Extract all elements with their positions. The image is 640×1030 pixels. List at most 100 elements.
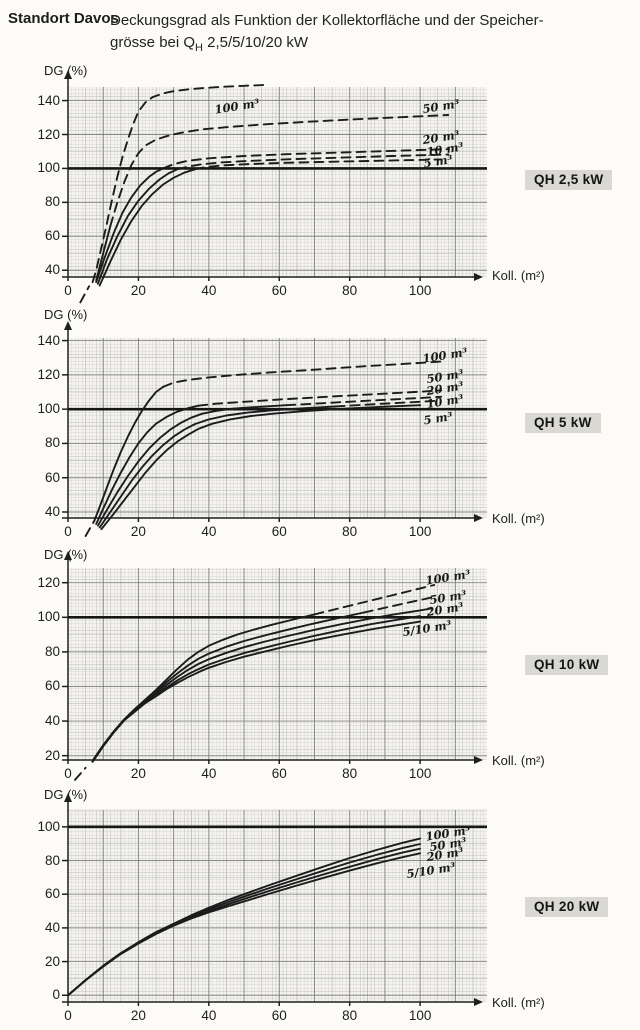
y-axis-title: DG (%)	[44, 307, 88, 322]
axis-arrow-icon	[474, 756, 483, 764]
y-tick-label: 20	[44, 747, 60, 763]
series-path	[334, 399, 436, 408]
x-tick-label: 60	[271, 524, 287, 539]
y-tick-label: 60	[44, 469, 60, 485]
y-tick-label: 40	[44, 262, 60, 278]
x-tick-label: 60	[271, 766, 287, 781]
x-tick-label: 40	[201, 524, 217, 539]
axis-arrow-icon	[64, 321, 72, 330]
y-tick-label: 80	[44, 435, 60, 451]
series-path	[96, 168, 179, 285]
x-tick-label: 40	[201, 766, 217, 781]
site-label: Standort Davos	[8, 10, 119, 27]
x-tick-label: 0	[64, 766, 72, 781]
x-axis-title: Koll. (m²)	[492, 753, 545, 768]
x-tick-label: 40	[201, 1008, 217, 1023]
y-tick-label: 40	[44, 504, 60, 519]
y-tick-label: 40	[44, 919, 60, 935]
x-tick-label: 0	[64, 1008, 72, 1023]
y-tick-label: 100	[37, 401, 60, 417]
y-tick-label: 80	[44, 852, 60, 868]
x-tick-label: 40	[201, 283, 217, 298]
y-tick-label: 80	[44, 194, 60, 210]
y-tick-label: 140	[37, 92, 60, 108]
y-tick-label: 60	[44, 228, 60, 244]
x-tick-label: 80	[342, 283, 358, 298]
y-tick-label: 100	[37, 818, 60, 834]
page-title: Deckungsgrad als Funktion der Kollektorf…	[110, 10, 635, 59]
y-tick-label: 20	[44, 953, 60, 969]
qh-badge: QH 2,5 kW	[525, 170, 613, 190]
grid-paper	[68, 87, 487, 277]
series-path	[362, 595, 436, 614]
qh-badge: QH 10 kW	[525, 655, 609, 675]
x-tick-label: 20	[130, 1008, 146, 1023]
series-path	[95, 404, 200, 525]
x-axis-title: Koll. (m²)	[492, 995, 545, 1010]
axis-arrow-icon	[474, 273, 483, 281]
series-path	[162, 360, 443, 388]
y-tick-label: 80	[44, 643, 60, 659]
series-path	[95, 225, 112, 282]
below-axis-tail	[84, 519, 96, 537]
axis-arrow-icon	[474, 514, 483, 522]
x-tick-label: 100	[408, 1008, 432, 1023]
x-axis-title: Koll. (m²)	[492, 511, 545, 526]
y-tick-label: 120	[37, 366, 60, 382]
series-path	[96, 404, 288, 527]
axis-arrow-icon	[64, 70, 72, 79]
x-tick-label: 0	[64, 524, 72, 539]
series-path	[100, 404, 422, 531]
x-axis-title: Koll. (m²)	[492, 268, 545, 283]
qh-subscript: H	[195, 42, 203, 54]
axis-arrow-icon	[64, 793, 72, 802]
x-tick-label: 60	[271, 1008, 287, 1023]
series-path	[313, 584, 436, 616]
title-line-1: Deckungsgrad als Funktion der Kollektorf…	[110, 12, 544, 29]
x-tick-label: 0	[64, 283, 72, 298]
y-tick-label: 60	[44, 886, 60, 902]
y-axis-title: DG (%)	[44, 63, 88, 78]
x-tick-label: 20	[130, 283, 146, 298]
y-tick-label: 120	[37, 126, 60, 142]
series-path	[98, 405, 337, 529]
x-tick-label: 20	[130, 766, 146, 781]
series-path	[176, 153, 450, 171]
axis-arrow-icon	[474, 998, 483, 1006]
below-axis-tail	[74, 766, 87, 781]
below-axis-tail	[79, 285, 91, 304]
x-tick-label: 80	[342, 524, 358, 539]
series-path	[91, 83, 270, 284]
series-path	[91, 620, 422, 763]
y-tick-label: 120	[37, 574, 60, 590]
series-path	[197, 389, 443, 407]
y-axis-title: DG (%)	[44, 787, 88, 802]
y-tick-label: 100	[37, 609, 60, 625]
y-axis-title: DG (%)	[44, 547, 88, 562]
series-path	[98, 168, 196, 287]
grid-paper	[68, 810, 487, 1002]
x-tick-label: 20	[130, 524, 146, 539]
series-path	[93, 385, 165, 522]
x-tick-label: 80	[342, 766, 358, 781]
grid-paper	[68, 338, 487, 518]
x-tick-label: 60	[271, 283, 287, 298]
chart-canvas	[62, 321, 487, 537]
x-tick-label: 100	[408, 766, 432, 781]
axis-arrow-icon	[64, 551, 72, 560]
qh-badge: QH 5 kW	[525, 413, 601, 433]
chart-canvas	[62, 551, 487, 781]
chart-canvas	[62, 70, 487, 304]
y-tick-label: 0	[52, 987, 60, 1003]
y-tick-label: 140	[37, 332, 60, 348]
y-tick-label: 40	[44, 713, 60, 729]
series-path	[95, 167, 165, 284]
title-line-2: grösse bei QH 2,5/5/10/20 kW	[110, 34, 309, 54]
series-path	[162, 148, 450, 170]
x-tick-label: 100	[408, 524, 432, 539]
